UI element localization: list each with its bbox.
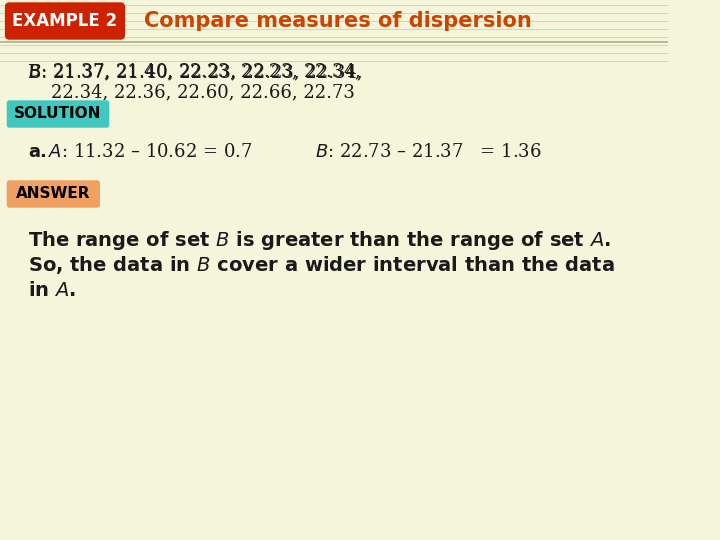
Text: $\it{B}$: 22.73 – 21.37   = 1.36: $\it{B}$: 22.73 – 21.37 = 1.36 [315,143,542,161]
Text: a.: a. [28,143,47,161]
Text: The range of set $\it{B}$ is greater than the range of set $\it{A}$.: The range of set $\it{B}$ is greater tha… [28,228,611,252]
Text: $\it{B}$: 21.37, 21.40, 22.23, 22.23, 22.34,: $\it{B}$: 21.37, 21.40, 22.23, 22.23, 22… [28,62,361,82]
Text: in $\it{A}$.: in $\it{A}$. [28,280,76,300]
Text: ANSWER: ANSWER [16,186,90,201]
Text: So, the data in $\it{B}$ cover a wider interval than the data: So, the data in $\it{B}$ cover a wider i… [28,254,615,276]
Text: $\it{A}$: 11.32 – 10.62 = 0.7: $\it{A}$: 11.32 – 10.62 = 0.7 [48,143,253,161]
Text: SOLUTION: SOLUTION [14,106,102,122]
FancyBboxPatch shape [6,3,125,39]
Text: EXAMPLE 2: EXAMPLE 2 [12,12,117,30]
FancyBboxPatch shape [7,181,99,207]
Text: 22.34, 22.36, 22.60, 22.66, 22.73: 22.34, 22.36, 22.60, 22.66, 22.73 [51,83,355,101]
Text: Compare measures of dispersion: Compare measures of dispersion [144,11,531,31]
Text: B: 21.37, 21.40, 22.23, 22.23, 22.34,: B: 21.37, 21.40, 22.23, 22.23, 22.34, [28,63,362,81]
FancyBboxPatch shape [7,101,109,127]
